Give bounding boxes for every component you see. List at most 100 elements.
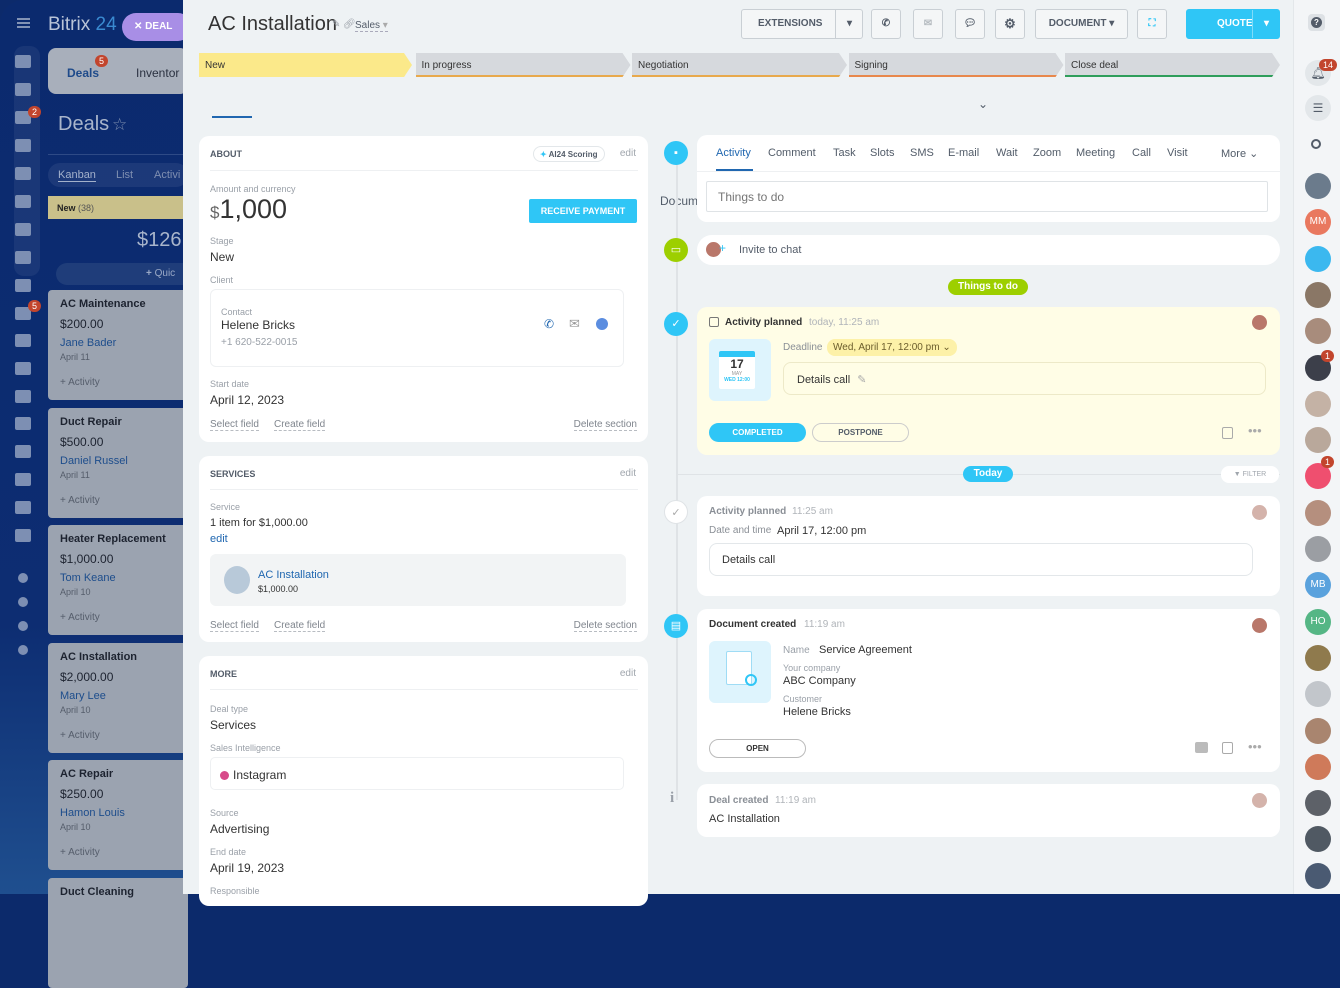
tab-more[interactable]: More ⌄ xyxy=(978,97,1005,208)
contact-avatar[interactable] xyxy=(1305,790,1331,817)
view-kanban[interactable]: Kanban xyxy=(58,169,96,182)
extensions-button[interactable]: EXTENSIONS ▾ xyxy=(741,9,863,39)
left-menu-icon[interactable] xyxy=(15,195,31,208)
left-menu-icon[interactable] xyxy=(15,417,31,430)
left-menu-icon[interactable] xyxy=(15,390,31,403)
activity-tab-e-mail[interactable]: E-mail xyxy=(948,147,980,159)
edit-service-link[interactable]: edit xyxy=(210,533,228,545)
more-icon[interactable]: ••• xyxy=(1248,739,1262,754)
quick-add-button[interactable]: + Quic xyxy=(56,263,196,285)
stage-4[interactable]: Close deal xyxy=(1065,53,1280,77)
open-button[interactable]: OPEN xyxy=(709,739,806,758)
view-activity[interactable]: Activi xyxy=(154,169,181,181)
kanban-card[interactable]: Duct Repair $500.00 Daniel Russel April 11… xyxy=(48,407,188,518)
select-field-link[interactable]: Select field xyxy=(210,419,259,431)
left-menu-icon[interactable] xyxy=(15,334,31,347)
stage-1[interactable]: In progress xyxy=(416,53,631,77)
messages-icon[interactable]: ☰ xyxy=(1305,95,1331,121)
contact-avatar[interactable] xyxy=(1305,318,1331,345)
contact-avatar[interactable] xyxy=(1305,753,1331,780)
left-menu-icon[interactable] xyxy=(15,362,31,375)
tab-inventory[interactable]: Inventor xyxy=(136,66,180,80)
activity-tab-more[interactable]: More ⌄ xyxy=(1221,148,1259,160)
activity-tab-task[interactable]: Task xyxy=(833,147,856,159)
delete-section-link[interactable]: Delete section xyxy=(573,419,637,431)
kanban-card[interactable]: AC Maintenance $200.00 Jane Bader April 11… xyxy=(48,290,188,400)
activity-tab-visit[interactable]: Visit xyxy=(1167,147,1188,159)
contact-avatar[interactable] xyxy=(1305,281,1331,308)
contact-avatar[interactable]: MM xyxy=(1305,209,1331,236)
search-icon[interactable] xyxy=(1311,139,1321,149)
phone-button[interactable]: ✆ xyxy=(871,9,901,39)
create-field-link[interactable]: Create field xyxy=(274,620,326,632)
contact-avatar[interactable] xyxy=(1305,644,1331,671)
activity-description[interactable]: Details call ✎ xyxy=(783,362,1266,395)
contact-avatar[interactable] xyxy=(1305,862,1331,889)
left-menu-icon[interactable] xyxy=(15,251,31,264)
contact-avatar[interactable] xyxy=(1305,499,1331,526)
completed-button[interactable]: COMPLETED xyxy=(709,423,806,442)
kanban-card[interactable]: AC Installation $2,000.00 Mary Lee April 1… xyxy=(48,642,188,753)
document-button[interactable]: DOCUMENT ▾ xyxy=(1035,9,1128,39)
view-list[interactable]: List xyxy=(116,169,134,181)
activity-tab-zoom[interactable]: Zoom xyxy=(1033,147,1062,159)
email-icon[interactable]: ✉ xyxy=(569,316,580,331)
activity-tab-meeting[interactable]: Meeting xyxy=(1076,147,1116,159)
print-icon[interactable] xyxy=(1195,742,1208,753)
left-menu-icon[interactable] xyxy=(15,501,31,514)
activity-tab-activity[interactable]: Activity xyxy=(716,147,751,159)
activity-tab-comment[interactable]: Comment xyxy=(768,147,816,159)
contact-avatar[interactable] xyxy=(1305,245,1331,272)
contact-avatar[interactable] xyxy=(1305,173,1331,199)
edit-link[interactable]: edit xyxy=(619,148,636,159)
service-item[interactable]: AC Installation $1,000.00 xyxy=(210,554,626,606)
left-menu-icon[interactable] xyxy=(18,573,28,583)
pipeline-select[interactable]: Sales ▾ xyxy=(355,20,388,32)
kanban-card[interactable]: AC Repair $250.00 Hamon Louis April 10 + A… xyxy=(48,760,188,870)
email-button[interactable]: ✉ xyxy=(913,9,943,39)
filter-button[interactable]: ▼ FILTER xyxy=(1221,466,1279,483)
document-preview-icon[interactable] xyxy=(709,641,771,703)
edit-link[interactable]: edit xyxy=(619,668,636,679)
left-menu-icon[interactable] xyxy=(15,279,31,292)
edit-title-icon[interactable]: ✎ xyxy=(332,19,341,30)
contact-avatar[interactable] xyxy=(1305,390,1331,417)
contact-avatar[interactable] xyxy=(1305,536,1331,562)
call-icon[interactable]: ✆ xyxy=(544,317,555,331)
left-menu-icon[interactable] xyxy=(15,167,31,180)
close-deal-slider-button[interactable]: ✕ DEAL xyxy=(122,13,192,41)
left-menu-icon[interactable] xyxy=(18,621,28,631)
note-icon[interactable] xyxy=(1222,427,1233,439)
select-field-link[interactable]: Select field xyxy=(210,620,259,632)
contact-name[interactable]: Helene Bricks xyxy=(221,318,296,332)
left-menu-icon[interactable] xyxy=(15,529,31,542)
messenger-icon[interactable] xyxy=(596,318,608,330)
contact-phone[interactable]: +1 620-522-0015 xyxy=(221,337,298,348)
stage-2[interactable]: Negotiation xyxy=(632,53,847,77)
stage-0[interactable]: New xyxy=(199,53,412,77)
contact-avatar[interactable] xyxy=(1305,826,1331,853)
menu-icon[interactable] xyxy=(17,18,30,28)
left-menu-icon[interactable] xyxy=(15,55,31,68)
link-icon[interactable]: 🔗︎ xyxy=(343,19,356,30)
left-menu-icon[interactable] xyxy=(18,597,28,607)
left-menu-icon[interactable] xyxy=(15,307,31,320)
left-menu-icon[interactable] xyxy=(15,139,31,152)
scan-button[interactable]: ⛶ xyxy=(1137,9,1167,39)
star-icon[interactable]: ☆ xyxy=(112,115,128,134)
contact-avatar[interactable] xyxy=(1305,427,1331,454)
activity-checkbox[interactable] xyxy=(709,317,719,327)
activity-tab-sms[interactable]: SMS xyxy=(910,147,934,159)
delete-section-link[interactable]: Delete section xyxy=(573,620,637,632)
left-menu-icon[interactable] xyxy=(15,473,31,486)
help-icon[interactable]: ? xyxy=(1308,14,1325,31)
activity-tab-slots[interactable]: Slots xyxy=(870,147,895,159)
create-field-link[interactable]: Create field xyxy=(274,419,326,431)
postpone-button[interactable]: POSTPONE xyxy=(812,423,909,442)
activity-tab-call[interactable]: Call xyxy=(1132,147,1151,159)
note-icon[interactable] xyxy=(1222,742,1233,754)
more-icon[interactable]: ••• xyxy=(1248,423,1262,438)
invite-to-chat[interactable]: + Invite to chat xyxy=(697,235,1280,265)
contact-avatar[interactable] xyxy=(1305,717,1331,744)
kanban-card[interactable]: Heater Replacement $1,000.00 Tom Keane Apr… xyxy=(48,525,188,635)
